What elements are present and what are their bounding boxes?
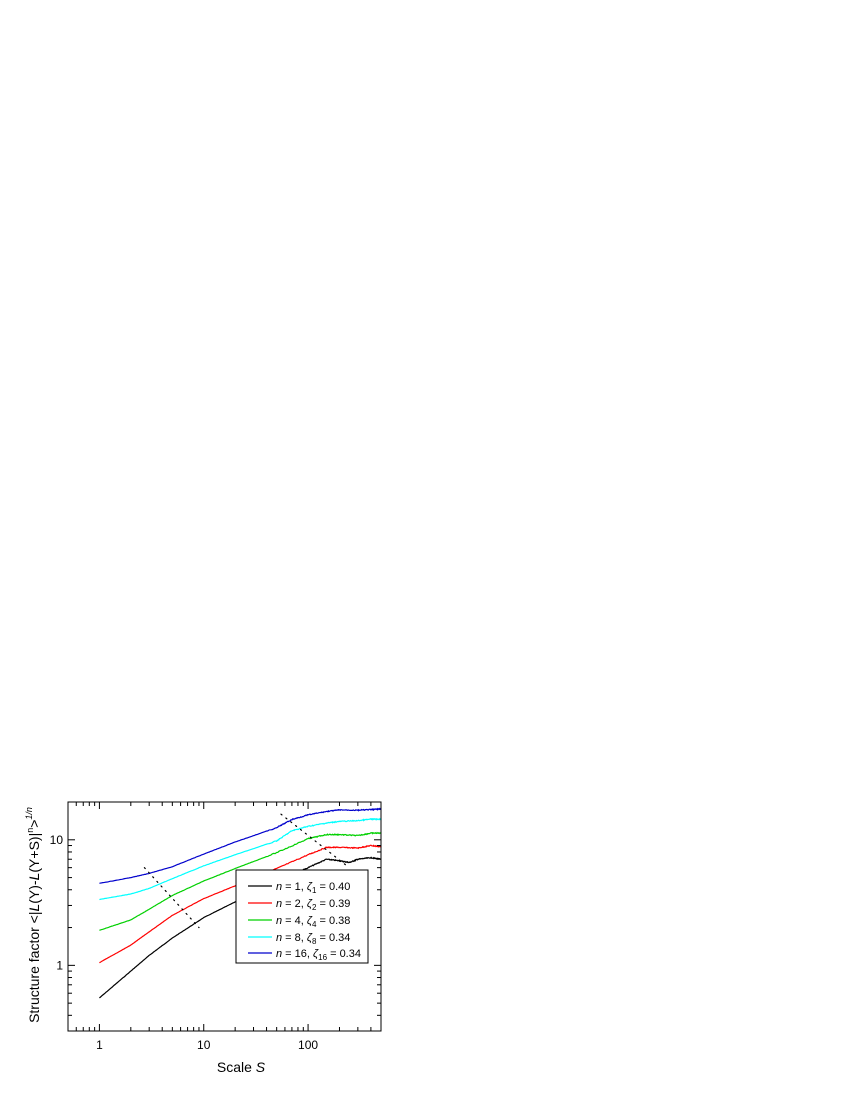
series-line-2 (99, 831, 382, 931)
y-tick-label: 1 (56, 958, 63, 972)
legend-entry-n16: n = 16, ζ16 = 0.34 (276, 948, 361, 962)
x-tick-label: 1 (96, 1038, 103, 1052)
series-line-4 (99, 807, 382, 884)
x-tick-label: 10 (197, 1038, 211, 1052)
legend-entry-n1: n = 1, ζ1 = 0.40 (276, 881, 350, 895)
plot-frame (67, 801, 382, 1032)
y-tick-label: 10 (50, 833, 64, 847)
legend-entry-n4: n = 4, ζ4 = 0.38 (276, 915, 350, 929)
axes: 1 10 100 1 10 (50, 801, 382, 1052)
legend-entry-n8: n = 8, ζ8 = 0.34 (276, 932, 350, 946)
series-line-1 (99, 844, 382, 964)
plot-area (99, 807, 382, 999)
legend: n = 1, ζ1 = 0.40 n = 2, ζ2 = 0.39 n = 4,… (235, 869, 369, 964)
y-axis-title: Structure factor <|L(Y)-L(Y+S)|n>1/n (24, 807, 42, 1023)
x-tick-label: 100 (298, 1038, 318, 1052)
series-line-3 (99, 817, 382, 901)
x-axis-title: Scale S (217, 1059, 266, 1075)
legend-entry-n2: n = 2, ζ2 = 0.39 (276, 898, 350, 912)
guide-line-1 (280, 813, 347, 866)
guide-line-0 (143, 867, 200, 929)
